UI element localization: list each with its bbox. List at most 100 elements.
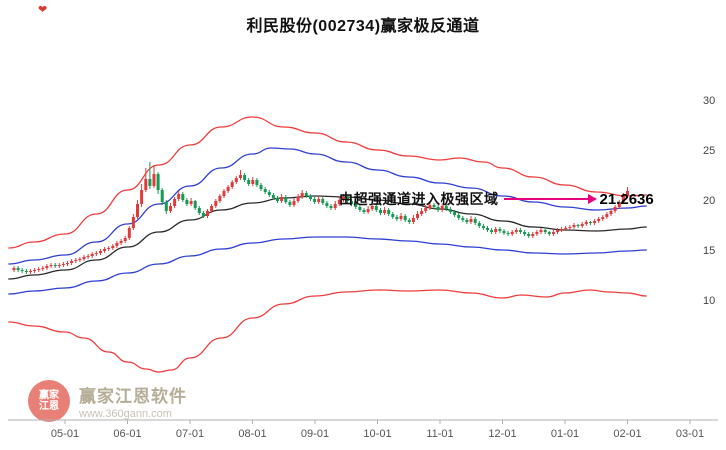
candle <box>453 212 457 215</box>
y-tick-label: 15 <box>703 245 715 257</box>
candle <box>621 196 625 202</box>
candle <box>218 196 222 201</box>
candle <box>82 257 86 259</box>
candle <box>613 207 617 211</box>
channel-line-middle <box>8 195 647 280</box>
candle <box>304 193 308 196</box>
candle <box>136 204 139 217</box>
candle <box>222 191 226 196</box>
candle <box>230 182 234 187</box>
candle <box>572 225 576 227</box>
candle <box>407 220 411 222</box>
y-axis: 30 25 20 15 10 <box>703 95 715 307</box>
x-tick-label: 02-01 <box>613 428 641 440</box>
candle <box>259 185 263 189</box>
candle <box>181 194 185 200</box>
x-axis: 05-01 06-01 07-01 08-01 09-01 10-01 11-01 12-01… <box>8 419 718 440</box>
candle <box>210 206 214 211</box>
candle <box>99 251 102 253</box>
candle <box>296 197 300 201</box>
candle <box>337 200 341 204</box>
candle <box>78 259 82 260</box>
candle <box>346 197 349 201</box>
candle <box>280 197 284 201</box>
candle <box>531 234 535 236</box>
candle <box>214 201 218 206</box>
candle <box>358 207 362 210</box>
candle <box>399 216 403 219</box>
candle <box>387 210 391 214</box>
candle <box>383 210 387 213</box>
candle <box>403 216 407 220</box>
candle <box>206 211 209 216</box>
chart-title: 利民股份(002734)赢家极反通道 <box>246 18 480 35</box>
candle <box>461 218 465 220</box>
candle <box>465 220 469 222</box>
winner-gann-logo-icon: 赢家 江恩 <box>28 380 70 422</box>
candle <box>588 222 592 223</box>
x-tick-label: 11-01 <box>426 428 453 440</box>
candle <box>276 198 279 201</box>
candle <box>494 229 498 232</box>
candle <box>523 232 527 234</box>
candle <box>609 211 613 214</box>
candle <box>107 248 111 249</box>
candle <box>284 197 288 202</box>
x-tick-label: 05-01 <box>51 428 79 440</box>
candle <box>189 201 193 204</box>
candle <box>197 208 201 213</box>
candle <box>362 210 366 212</box>
candle <box>514 230 518 232</box>
candle <box>24 271 28 272</box>
candle <box>350 201 354 204</box>
candle <box>490 230 494 232</box>
candle <box>564 228 568 229</box>
candle <box>193 201 197 208</box>
candle <box>379 210 382 213</box>
candle <box>556 230 559 232</box>
candle <box>156 174 160 190</box>
candle <box>173 199 177 206</box>
candle <box>543 230 547 232</box>
candle <box>12 268 16 270</box>
candle <box>185 200 189 204</box>
watermark: 赢家 江恩 赢家江恩软件 www.360gann.com <box>28 380 187 422</box>
candle <box>510 232 514 234</box>
candle <box>288 202 292 205</box>
candle <box>103 249 107 251</box>
candle <box>580 224 584 226</box>
candle <box>584 222 588 224</box>
watermark-brand: 赢家江恩软件 <box>79 387 187 406</box>
candle <box>321 199 325 203</box>
candle <box>481 226 485 228</box>
candle <box>292 201 296 205</box>
channel-line-upper-outer <box>8 116 647 249</box>
y-tick-label: 10 <box>703 295 715 307</box>
candle <box>477 223 481 226</box>
candle <box>169 206 172 211</box>
candle <box>313 199 317 202</box>
candle <box>111 246 115 248</box>
channel-line-lower-inner <box>8 236 647 295</box>
annotation-arrow-icon <box>587 194 597 204</box>
candle <box>239 175 242 178</box>
candle <box>263 189 267 192</box>
candle <box>131 217 135 228</box>
candle <box>498 229 502 231</box>
candle <box>535 232 539 234</box>
candle <box>53 265 57 266</box>
candles-layer <box>12 162 629 274</box>
candle <box>45 266 49 268</box>
candle <box>201 213 205 216</box>
candle <box>329 206 333 208</box>
candle <box>617 202 621 207</box>
candle <box>341 197 345 200</box>
candle <box>16 268 20 270</box>
annotation-arrow-line <box>503 198 588 200</box>
candle <box>86 256 90 257</box>
candle <box>255 180 259 185</box>
candle <box>486 228 489 230</box>
candle <box>177 194 181 199</box>
candle <box>551 232 555 234</box>
candle <box>527 234 531 236</box>
